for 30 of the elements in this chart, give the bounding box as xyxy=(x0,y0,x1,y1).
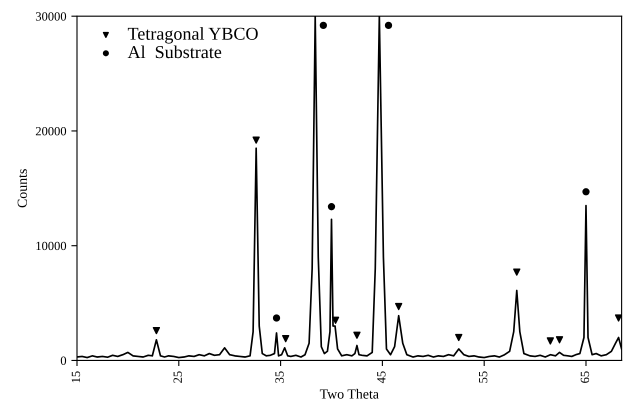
point xyxy=(328,203,336,210)
legend-label: Tetragonal YBCO xyxy=(128,27,258,44)
point xyxy=(556,336,564,344)
point xyxy=(320,22,327,30)
x-tick-label: 45 xyxy=(377,371,386,384)
point xyxy=(282,335,290,342)
point xyxy=(513,268,520,276)
point xyxy=(152,326,160,334)
point xyxy=(455,334,462,342)
point xyxy=(353,332,361,339)
point xyxy=(546,337,554,345)
y-tick-label: 10000 xyxy=(36,242,66,250)
point xyxy=(252,136,260,144)
y-tick-label: 20000 xyxy=(36,126,66,136)
point xyxy=(395,302,402,310)
point xyxy=(332,316,340,324)
x-tick-label: 15 xyxy=(72,371,80,382)
y-tick-label: 0 xyxy=(60,356,66,365)
x-axis-title: Two Theta xyxy=(320,388,379,399)
point xyxy=(384,22,392,30)
x-tick-label: 35 xyxy=(275,371,284,383)
point xyxy=(582,188,590,196)
x-tick-label: 55 xyxy=(479,371,488,383)
y-tick-label: 30000 xyxy=(36,12,66,21)
point xyxy=(272,314,280,322)
point xyxy=(614,314,622,322)
y-axis-title: Counts xyxy=(18,169,27,208)
legend-label: Al Substrate xyxy=(128,45,222,58)
x-tick-label: 25 xyxy=(174,371,182,383)
x-tick-label: 65 xyxy=(580,371,590,383)
